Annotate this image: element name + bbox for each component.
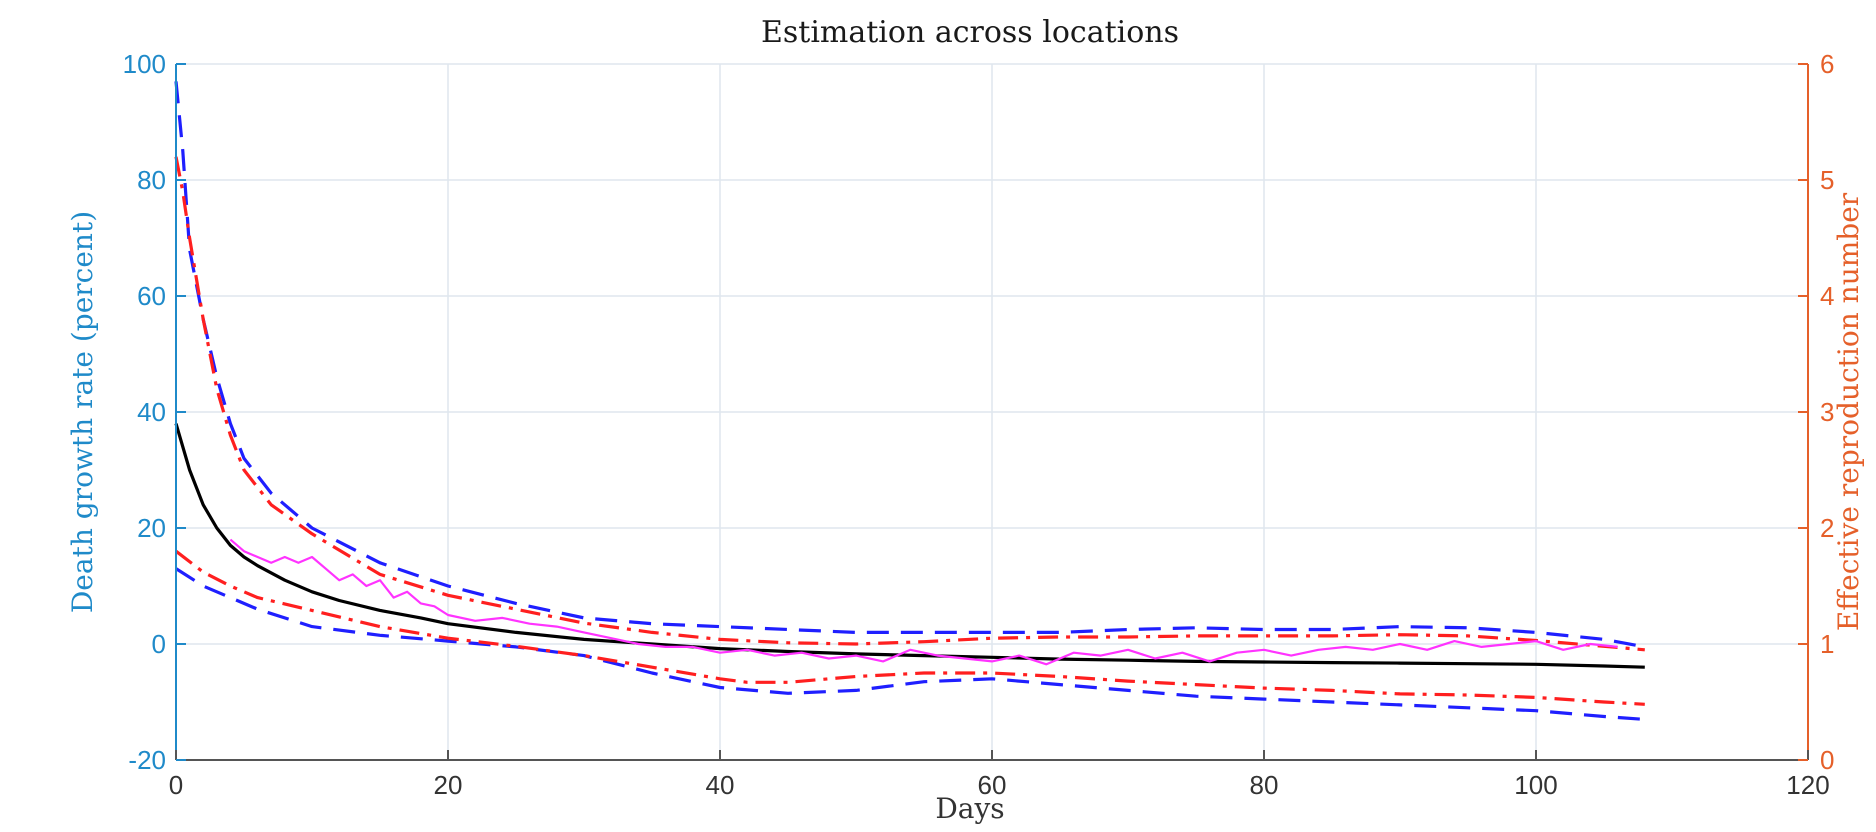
x-tick-label-4: 80 [1250, 770, 1279, 800]
series-group [174, 81, 1646, 721]
y-right-tick-label-1: 1 [1820, 629, 1834, 659]
axes [175, 63, 1809, 761]
series-line-3 [174, 156, 1645, 652]
x-axis-label: Days [935, 792, 1004, 825]
series-line-4 [175, 549, 1645, 706]
y-left-tick-label-3: 40 [137, 397, 166, 427]
y-axis-left-label: Death growth rate (percent) [66, 211, 99, 613]
y-left-tick-label-6: 100 [123, 49, 166, 79]
x-tick-label-0: 0 [169, 770, 183, 800]
y-axis-right-label: Effective reproduction number [1832, 192, 1865, 631]
y-left-tick-label-0: -20 [128, 745, 166, 775]
x-tick-label-2: 40 [706, 770, 735, 800]
x-tick-label-5: 100 [1514, 770, 1557, 800]
y-right-tick-label-4: 4 [1820, 281, 1834, 311]
y-right-tick-label-0: 0 [1820, 745, 1834, 775]
grid [175, 63, 1809, 761]
x-tick-label-1: 20 [434, 770, 463, 800]
y-right-tick-label-3: 3 [1820, 397, 1834, 427]
x-tick-label-6: 120 [1786, 770, 1829, 800]
series-line-2 [175, 567, 1645, 721]
y-right-tick-label-6: 6 [1820, 49, 1834, 79]
x-tick-label-3: 60 [978, 770, 1007, 800]
y-right-tick-label-5: 5 [1820, 165, 1834, 195]
y-left-tick-label-1: 0 [152, 629, 166, 659]
series-line-0 [174, 423, 1645, 669]
series-line-1 [174, 81, 1646, 649]
y-left-tick-label-2: 20 [137, 513, 166, 543]
y-right-tick-label-2: 2 [1820, 513, 1834, 543]
chart-title: Estimation across locations [761, 15, 1179, 50]
y-left-tick-label-4: 60 [137, 281, 166, 311]
y-left-tick-label-5: 80 [137, 165, 166, 195]
series-line-5 [229, 538, 1618, 666]
